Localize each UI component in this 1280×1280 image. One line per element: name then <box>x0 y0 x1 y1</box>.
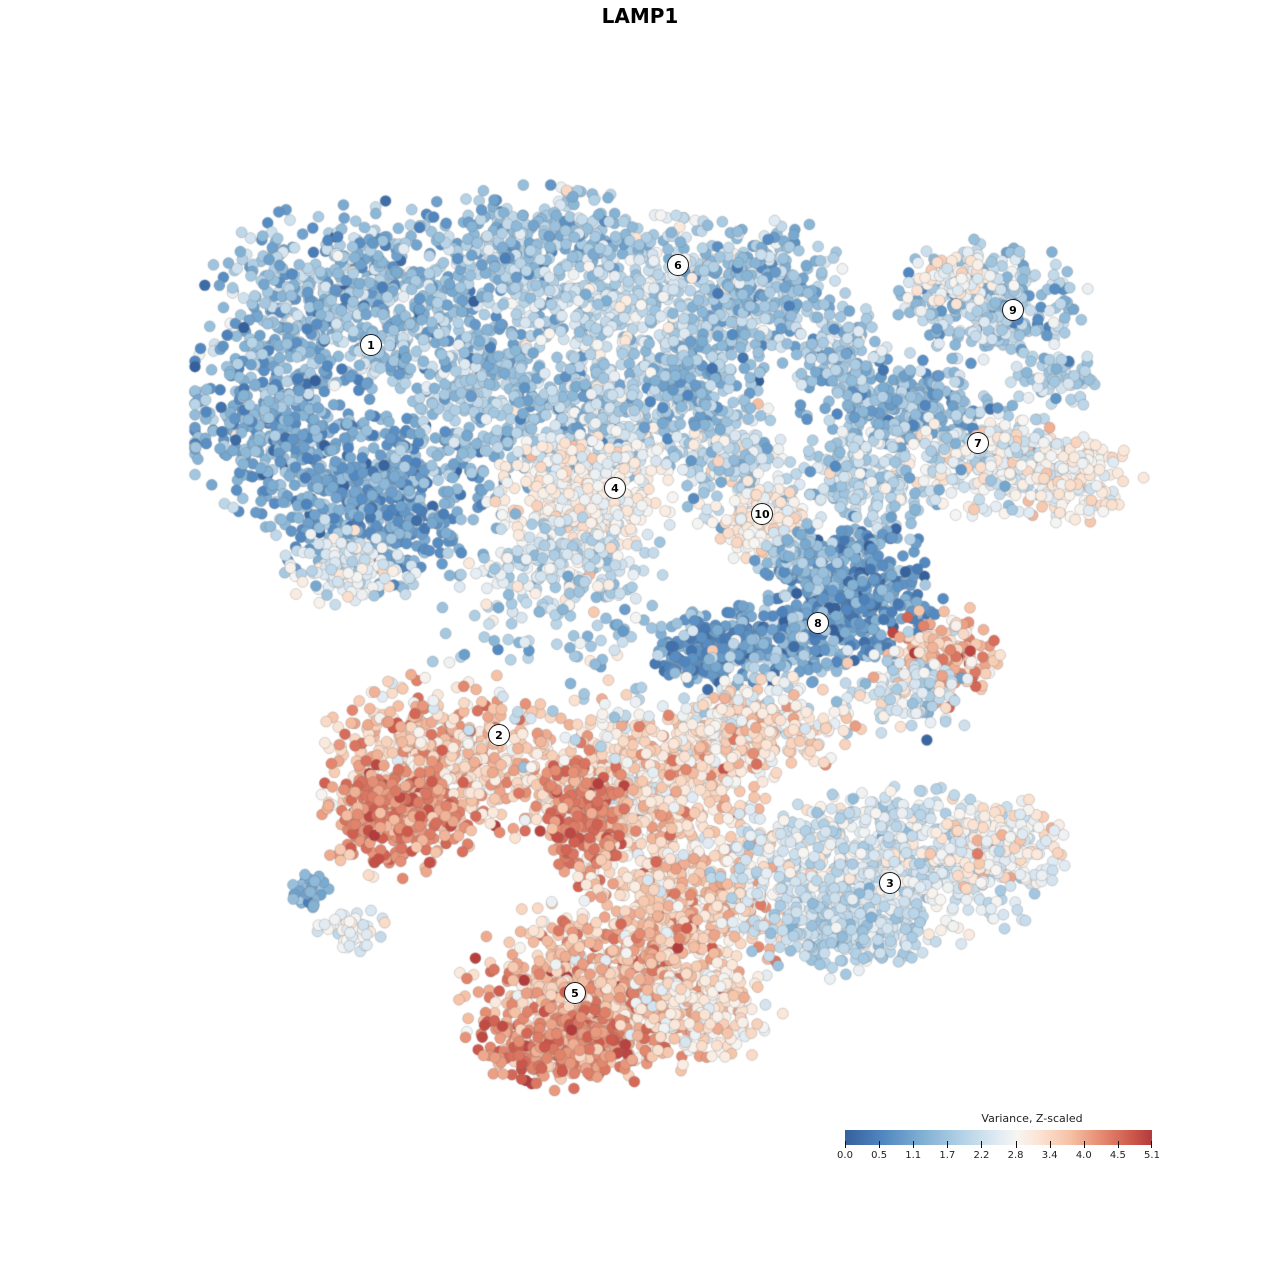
legend-tick-label: 0.5 <box>871 1150 888 1161</box>
cluster-label-8: 8 <box>807 612 829 634</box>
cluster-label-5: 5 <box>564 982 586 1004</box>
legend-tick-label: 2.2 <box>973 1150 990 1161</box>
cluster-label-9: 9 <box>1002 299 1024 321</box>
legend-title: Variance, Z-scaled <box>981 1112 1083 1125</box>
legend-tick-mark <box>1015 1141 1017 1148</box>
legend-tick-mark <box>1117 1141 1119 1148</box>
legend-tick-label: 2.8 <box>1007 1150 1024 1161</box>
cluster-label-6: 6 <box>667 254 689 276</box>
legend-tick-mark <box>845 1141 846 1148</box>
legend-tick-mark <box>1083 1141 1085 1148</box>
legend-gradient-bar <box>845 1130 1152 1145</box>
legend-tick-label: 4.0 <box>1075 1150 1092 1161</box>
legend-tick-mark <box>1151 1141 1152 1148</box>
legend-tick-label: 3.4 <box>1041 1150 1058 1161</box>
legend-tick-mark <box>913 1141 915 1148</box>
legend-tick-mark <box>1049 1141 1051 1148</box>
legend-tick-mark <box>879 1141 881 1148</box>
legend-tick-label: 0.0 <box>837 1150 853 1161</box>
cluster-label-4: 4 <box>604 477 626 499</box>
cluster-label-1: 1 <box>360 334 382 356</box>
legend-tick-label: 1.1 <box>905 1150 922 1161</box>
legend-tick-label: 1.7 <box>939 1150 956 1161</box>
legend-tick-label: 5.1 <box>1144 1150 1160 1161</box>
legend-tick-label: 4.5 <box>1109 1150 1126 1161</box>
cluster-label-2: 2 <box>488 724 510 746</box>
cluster-label-7: 7 <box>967 432 989 454</box>
cluster-label-3: 3 <box>879 872 901 894</box>
cluster-label-10: 10 <box>751 503 773 525</box>
legend-tick-mark <box>981 1141 983 1148</box>
legend-tick-mark <box>947 1141 949 1148</box>
